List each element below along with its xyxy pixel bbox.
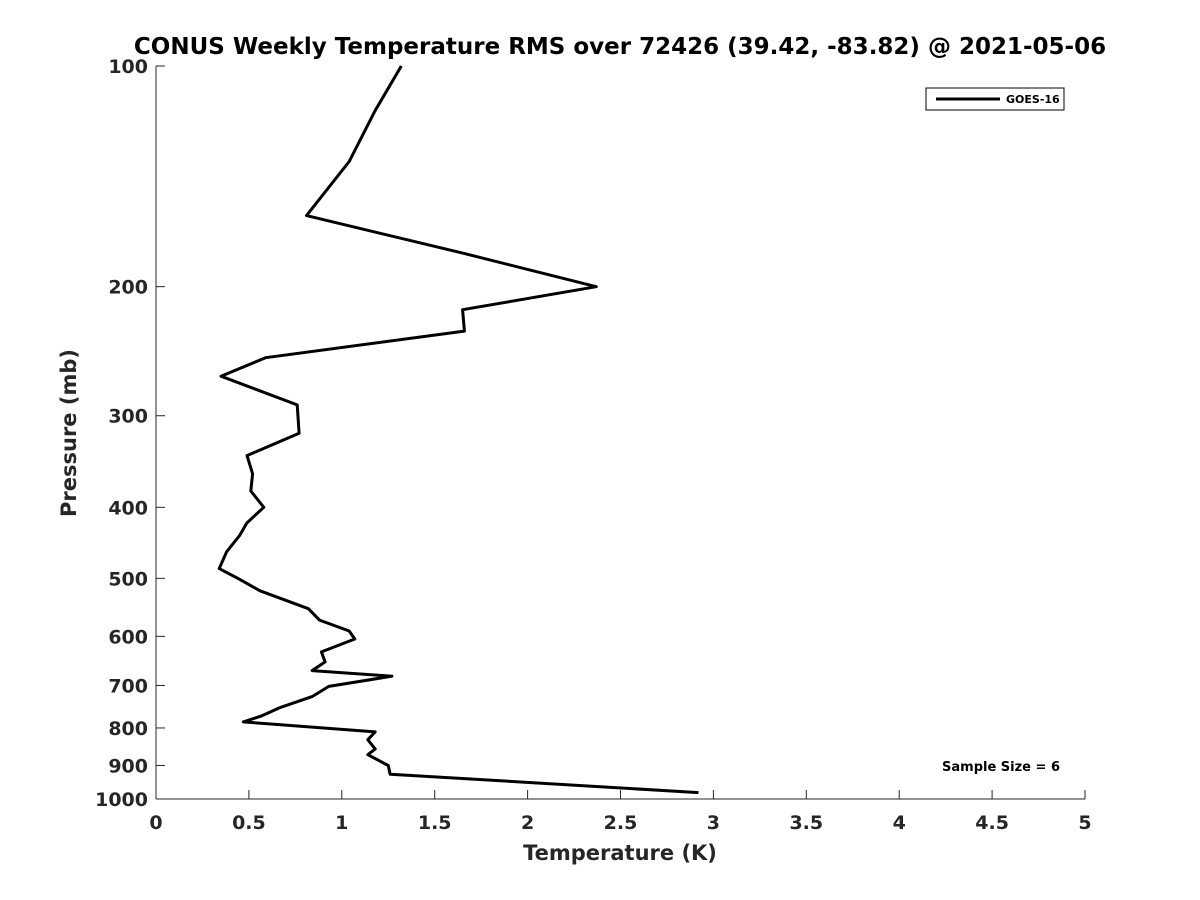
y-tick-label: 400 [108, 497, 148, 519]
y-tick-label: 800 [108, 718, 148, 740]
y-tick-label: 600 [108, 626, 148, 648]
x-axis: 0 0.5 1 1.5 2 2.5 3 3.5 4 4.5 5 [149, 790, 1092, 834]
x-tick-label: 2.5 [604, 812, 638, 834]
x-tick-label: 5 [1078, 812, 1091, 834]
y-tick-label: 700 [108, 675, 148, 697]
plot-area [155, 66, 1085, 800]
legend: GOES-16 [925, 87, 1065, 111]
series-layer [217, 65, 699, 795]
y-tick-label: 500 [108, 568, 148, 590]
y-axis: 100 200 300 400 500 600 700 800 900 1000 [95, 56, 165, 811]
y-tick-label: 300 [108, 406, 148, 428]
x-tick-label: 4.5 [975, 812, 1009, 834]
y-axis-label: Pressure (mb) [57, 349, 81, 517]
x-tick-label: 0 [149, 812, 162, 834]
series-line-0 [217, 65, 699, 795]
x-tick-label: 3.5 [789, 812, 823, 834]
x-tick-label: 4 [893, 812, 906, 834]
x-axis-label: Temperature (K) [523, 841, 717, 865]
y-tick-label: 100 [108, 56, 148, 78]
sample-size-annotation: Sample Size = 6 [942, 760, 1060, 775]
chart-title: CONUS Weekly Temperature RMS over 72426 … [134, 34, 1106, 60]
x-tick-label: 1.5 [418, 812, 452, 834]
x-tick-label: 3 [707, 812, 720, 834]
legend-label-goes-16: GOES-16 [1006, 93, 1060, 106]
x-tick-label: 2 [521, 812, 534, 834]
y-tick-label: 200 [108, 277, 148, 299]
y-tick-label: 1000 [95, 789, 148, 811]
y-tick-label: 900 [108, 755, 148, 777]
x-tick-label: 1 [335, 812, 348, 834]
x-tick-label: 0.5 [232, 812, 266, 834]
